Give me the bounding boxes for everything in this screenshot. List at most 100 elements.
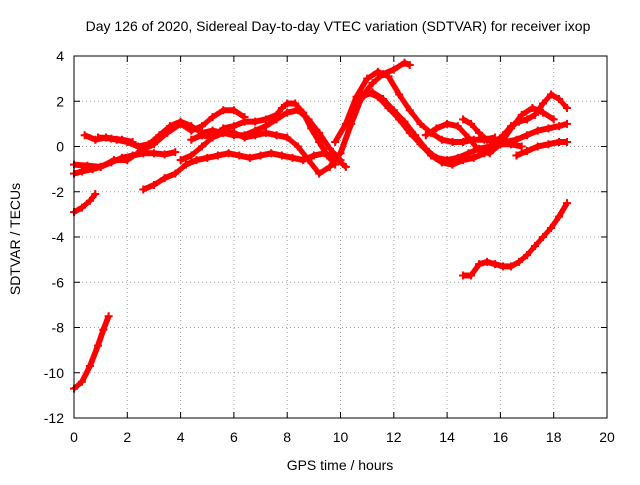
data-point xyxy=(475,147,484,156)
x-tick-label: 0 xyxy=(70,429,78,445)
data-point xyxy=(139,185,148,194)
data-point xyxy=(96,162,105,171)
data-point xyxy=(459,271,468,280)
data-point xyxy=(155,131,164,140)
data-point xyxy=(352,101,361,110)
data-point xyxy=(107,134,116,143)
data-point xyxy=(109,156,118,165)
x-tick-label: 2 xyxy=(123,429,131,445)
data-point xyxy=(517,110,526,119)
data-point xyxy=(261,128,270,137)
data-point xyxy=(229,122,238,131)
data-point xyxy=(219,106,228,115)
data-point xyxy=(235,151,244,160)
data-point xyxy=(299,108,308,117)
data-point xyxy=(555,137,564,146)
data-point xyxy=(277,151,286,160)
data-point xyxy=(91,190,100,199)
data-point xyxy=(384,104,393,113)
data-point xyxy=(261,115,270,124)
data-point xyxy=(77,203,86,212)
data-point xyxy=(283,133,292,142)
data-point xyxy=(176,117,185,126)
data-point xyxy=(523,131,532,140)
data-point xyxy=(395,90,404,99)
series-arc-1 xyxy=(70,312,113,393)
data-point xyxy=(499,131,508,140)
data-point xyxy=(256,151,265,160)
y-tick-label: -4 xyxy=(52,229,65,245)
x-tick-label: 4 xyxy=(177,429,185,445)
data-point xyxy=(483,135,492,144)
data-point xyxy=(213,151,222,160)
data-point xyxy=(528,104,537,113)
series-arc-6 xyxy=(93,133,137,146)
y-tick-label: 2 xyxy=(56,93,64,109)
y-tick-label: 4 xyxy=(56,48,64,64)
data-point xyxy=(187,135,196,144)
data-point xyxy=(229,106,238,115)
data-point xyxy=(373,67,382,76)
data-point xyxy=(99,325,108,334)
data-point xyxy=(400,58,409,67)
x-axis-label: GPS time / hours xyxy=(287,457,394,473)
y-tick-label: -6 xyxy=(52,274,65,290)
series-arc-8 xyxy=(187,99,340,169)
data-point xyxy=(341,162,350,171)
data-point xyxy=(77,377,86,386)
data-point xyxy=(128,137,137,146)
data-point xyxy=(517,142,526,151)
data-point xyxy=(176,156,185,165)
data-point xyxy=(315,137,324,146)
series-arc-15 xyxy=(512,137,572,160)
data-point xyxy=(563,119,572,128)
data-point xyxy=(483,257,492,266)
data-point xyxy=(416,119,425,128)
data-point xyxy=(515,117,524,126)
data-point xyxy=(491,260,500,269)
data-point xyxy=(499,262,508,271)
data-point xyxy=(197,122,206,131)
data-point xyxy=(469,153,478,162)
data-point xyxy=(203,153,212,162)
data-point xyxy=(373,92,382,101)
y-axis-label: SDTVAR / TECUs xyxy=(7,183,23,295)
x-tick-label: 12 xyxy=(386,429,402,445)
data-point xyxy=(563,104,572,113)
data-point xyxy=(448,160,457,169)
data-point xyxy=(467,119,476,128)
data-point xyxy=(277,104,286,113)
data-point xyxy=(512,151,521,160)
data-point xyxy=(251,131,260,140)
data-point xyxy=(547,223,556,232)
data-point xyxy=(93,341,102,350)
data-point xyxy=(443,119,452,128)
series-trace xyxy=(95,134,136,145)
data-point xyxy=(405,106,414,115)
data-point xyxy=(283,108,292,117)
data-point xyxy=(261,122,270,131)
data-point xyxy=(267,149,276,158)
data-point xyxy=(171,169,180,178)
data-point xyxy=(187,151,196,160)
data-point xyxy=(555,212,564,221)
data-point xyxy=(240,133,249,142)
data-point xyxy=(467,271,476,280)
data-point xyxy=(192,156,201,165)
data-point xyxy=(85,361,94,370)
data-point xyxy=(523,115,532,124)
data-point xyxy=(85,196,94,205)
data-point xyxy=(459,137,468,146)
data-point xyxy=(384,72,393,81)
x-tick-label: 6 xyxy=(230,429,238,445)
x-tick-label: 16 xyxy=(493,429,509,445)
data-point xyxy=(197,142,206,151)
data-point xyxy=(77,167,86,176)
data-point xyxy=(475,260,484,269)
data-point xyxy=(304,156,313,165)
data-point xyxy=(165,122,174,131)
x-tick-label: 10 xyxy=(333,429,349,445)
data-point xyxy=(459,115,468,124)
data-point xyxy=(133,142,142,151)
data-point xyxy=(533,126,542,135)
